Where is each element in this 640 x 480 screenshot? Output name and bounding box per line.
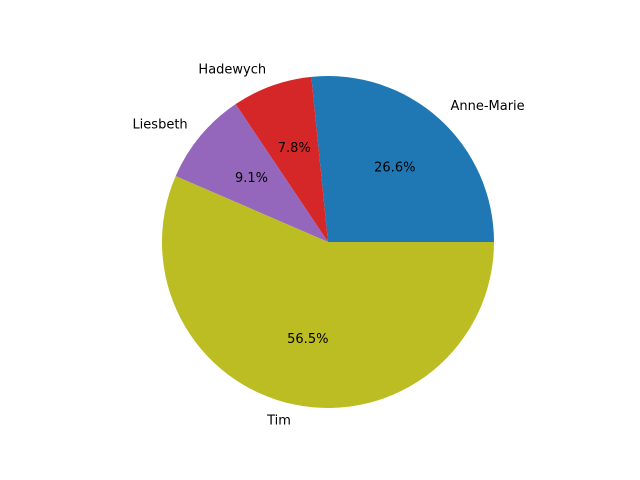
- slice-percent-hadewych: 7.8%: [278, 141, 311, 156]
- slice-label-tim: Tim: [266, 413, 291, 428]
- slice-percent-tim: 56.5%: [287, 332, 328, 347]
- pie-slice-anne-marie: [311, 76, 494, 242]
- slice-percent-liesbeth: 9.1%: [235, 171, 268, 186]
- slice-percent-anne-marie: 26.6%: [374, 161, 415, 176]
- pie-wedges: [162, 76, 494, 408]
- pie-slice-liesbeth: [175, 104, 328, 242]
- pie-slice-hadewych: [235, 76, 328, 242]
- slice-label-liesbeth: Liesbeth: [132, 118, 187, 133]
- pie-labels: Anne-Marie 26.6% Hadewych 7.8% Liesbeth 9.1% T…: [132, 63, 524, 429]
- slice-label-hadewych: Hadewych: [198, 63, 266, 78]
- pie-slice-tim: [162, 176, 494, 408]
- slice-label-anne-marie: Anne-Marie: [450, 99, 524, 114]
